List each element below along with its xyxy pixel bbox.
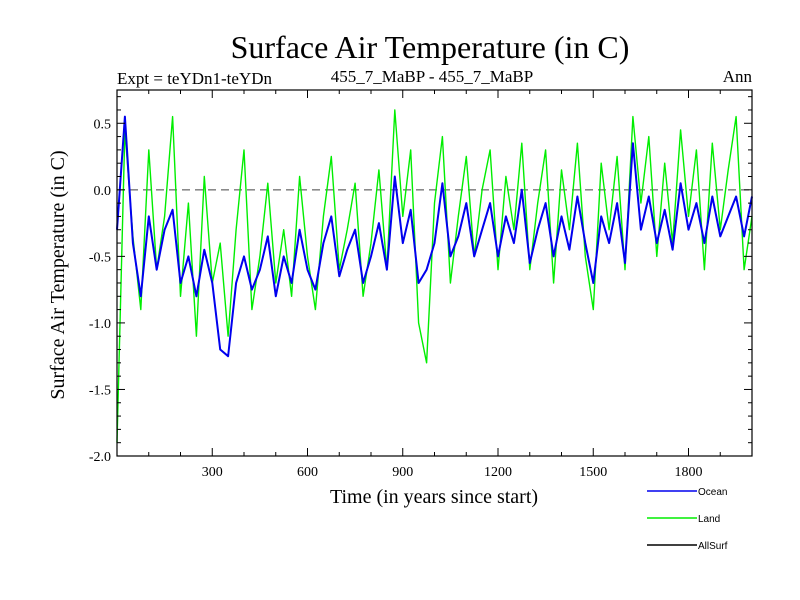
x-tick-label: 1200 <box>484 465 512 480</box>
y-tick-label: -1.0 <box>89 317 111 332</box>
y-tick-label: -1.5 <box>89 383 111 398</box>
x-tick-label: 1500 <box>579 465 607 480</box>
chart-title: Surface Air Temperature (in C) <box>231 29 630 65</box>
x-tick-label: 300 <box>202 465 223 480</box>
y-axis-label: Surface Air Temperature (in C) <box>47 150 69 399</box>
y-tick-label: 0.0 <box>94 184 112 199</box>
season-label: Ann <box>723 67 753 86</box>
ocean-series-line <box>116 115 753 358</box>
plot-frame <box>116 89 753 457</box>
experiment-label: Expt = teYDn1-teYDn <box>117 69 273 88</box>
period-label: 455_7_MaBP - 455_7_MaBP <box>331 67 533 86</box>
legend-label-allsurf: AllSurf <box>698 541 728 552</box>
x-tick-label: 900 <box>392 465 413 480</box>
legend-label-land: Land <box>698 514 720 525</box>
y-tick-label: 0.5 <box>94 117 112 132</box>
x-tick-label: 600 <box>297 465 318 480</box>
legend-label-ocean: Ocean <box>698 487 727 498</box>
y-tick-label: -0.5 <box>89 250 111 265</box>
land-series-line <box>116 109 753 443</box>
y-tick-label: -2.0 <box>89 450 111 465</box>
x-axis-label: Time (in years since start) <box>330 486 538 508</box>
x-tick-label: 1800 <box>675 465 703 480</box>
